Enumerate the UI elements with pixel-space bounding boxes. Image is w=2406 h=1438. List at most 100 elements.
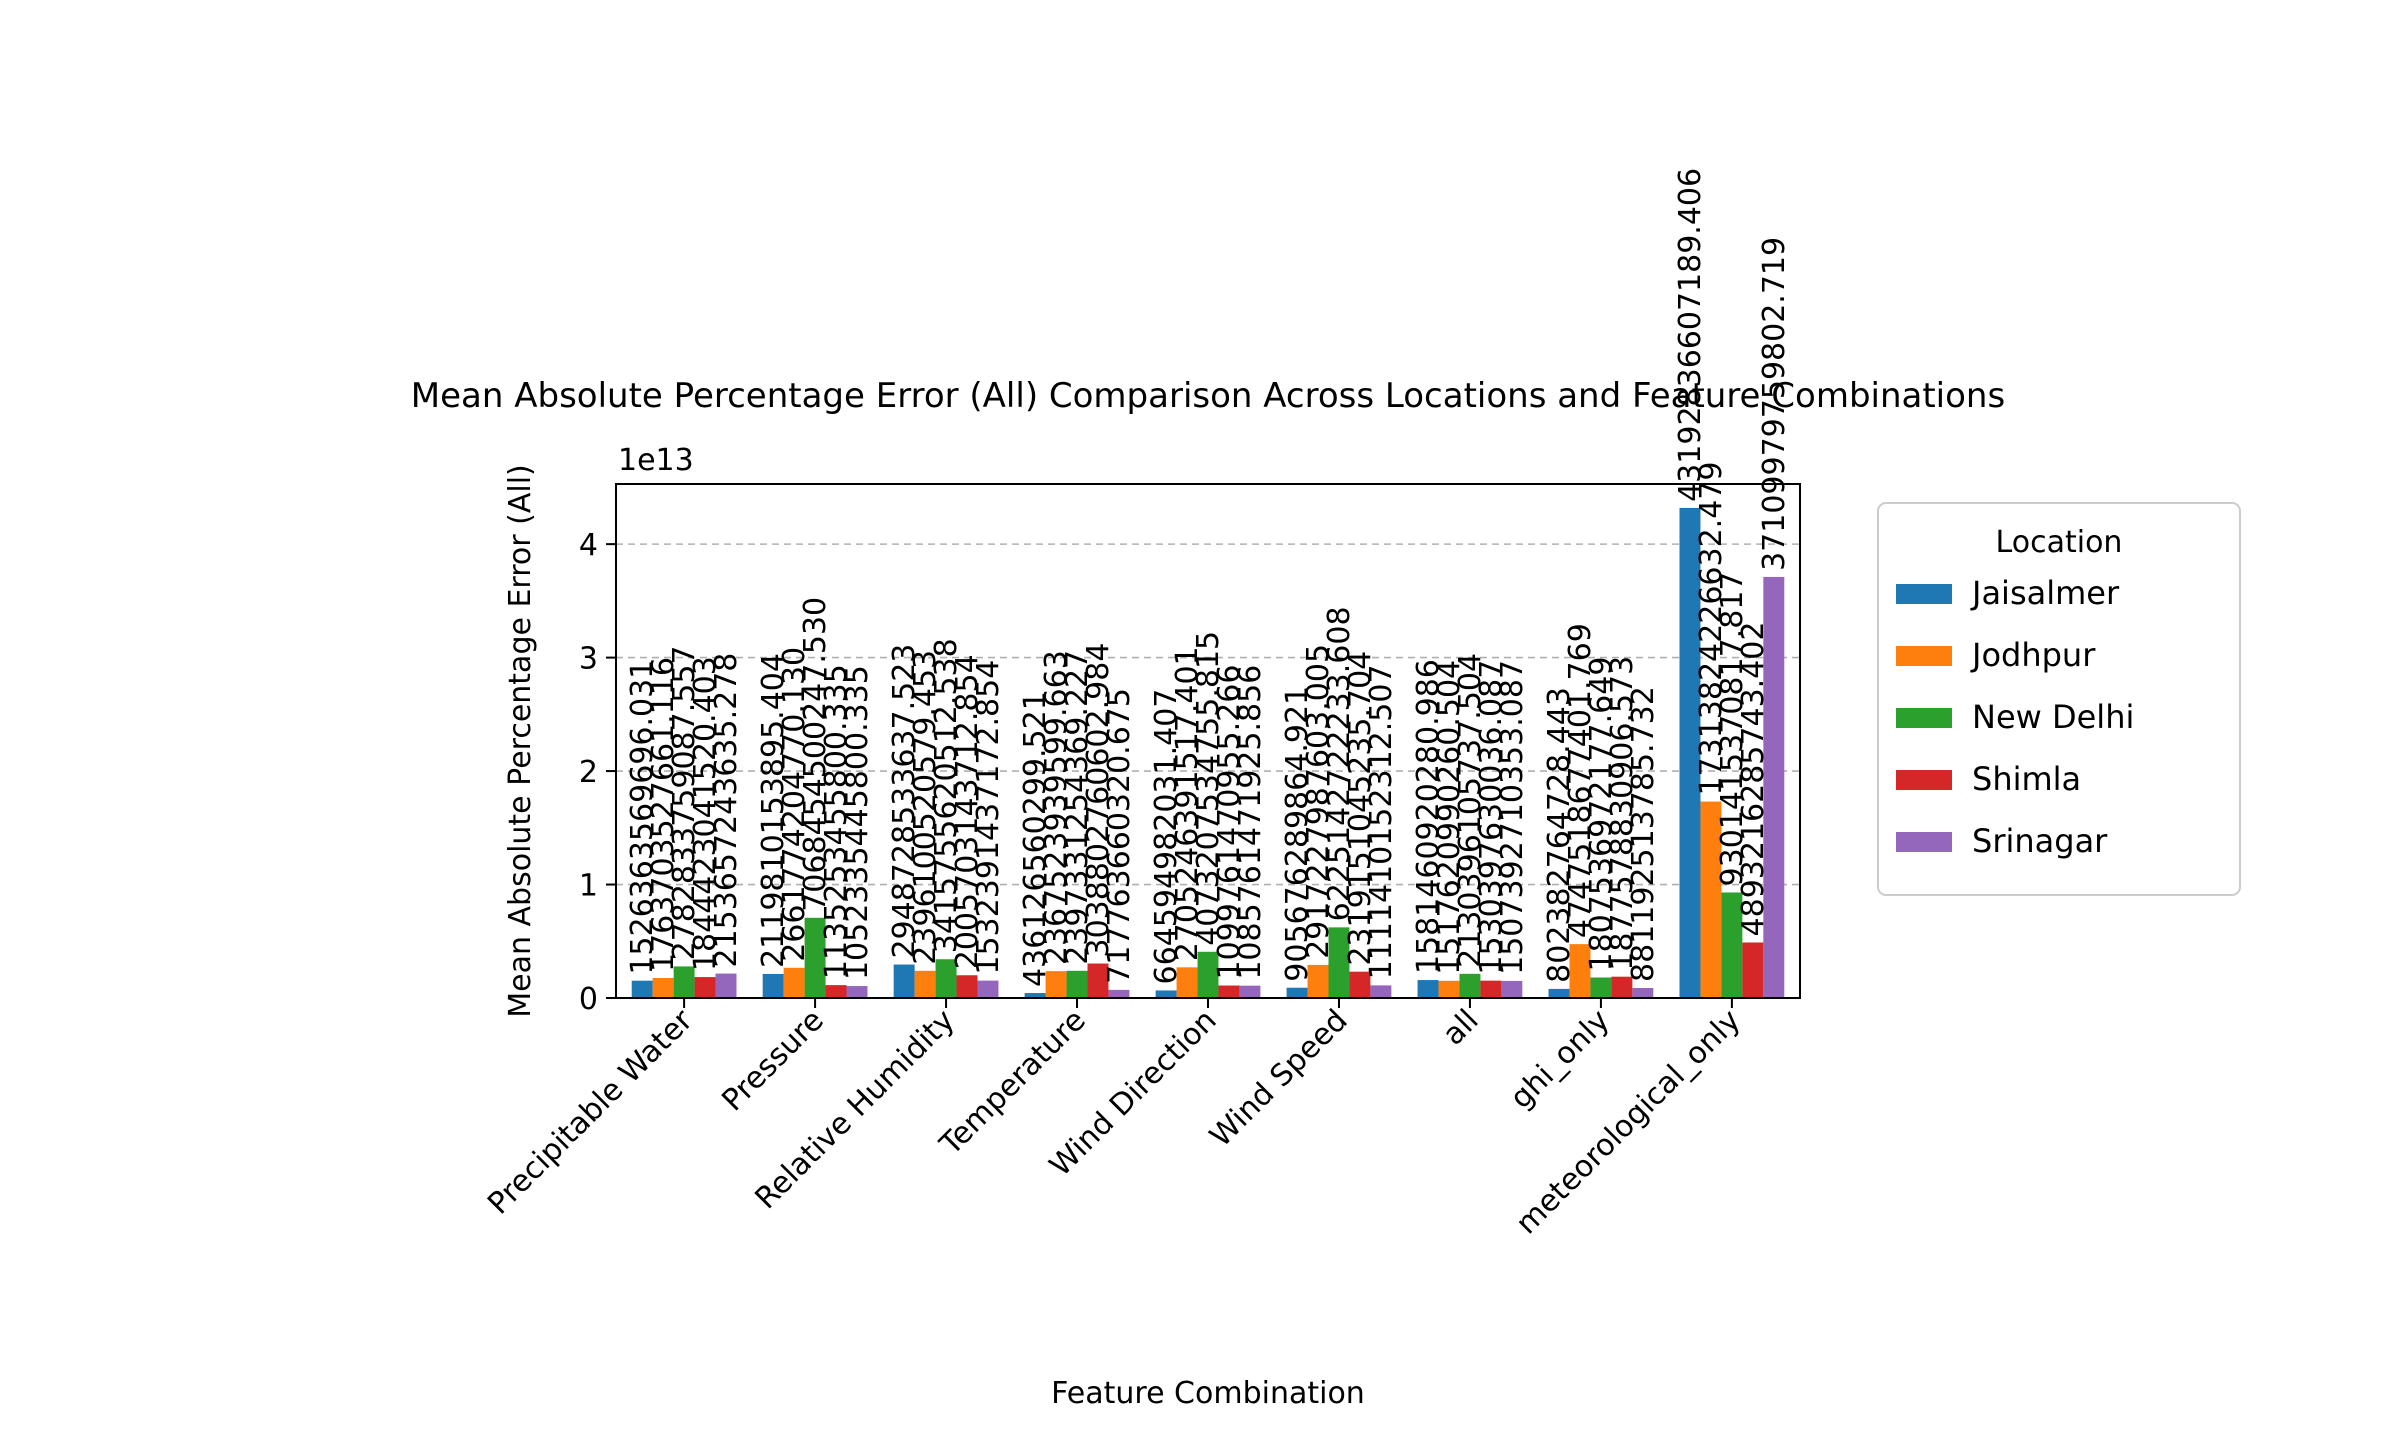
bar-shimla-ghi-only: [1611, 976, 1633, 998]
bar-value-label: 2367523939599.663: [1039, 650, 1074, 965]
bar-value-label: 17313824226632.479: [1694, 462, 1729, 796]
legend-label-srinagar: Srinagar: [1972, 822, 2108, 860]
bar-jaisalmer-pressure: [762, 973, 784, 998]
bar-value-label: 1111410152312.507: [1364, 664, 1399, 979]
bar-value-label: 664594982031.407: [1149, 689, 1184, 985]
bar-value-label: 2948728533637.523: [887, 644, 922, 959]
bar-value-label: 2005703143712.854: [950, 654, 985, 969]
bar-value-label: 1052335445800.335: [840, 665, 875, 980]
legend-title: Location: [1996, 525, 2123, 560]
bar-value-label: 9301415370817.817: [1715, 572, 1750, 887]
bar-value-label: 37109979759802.719: [1757, 237, 1792, 571]
bar-jodhpur-ghi-only: [1569, 944, 1591, 998]
bar-value-label: 2397331254369.227: [1060, 650, 1095, 965]
bar-value-label: 1581460920280.986: [1411, 659, 1446, 974]
bar-shimla-wind-direction: [1218, 985, 1240, 998]
y-axis: 0 1 2 3 4: [579, 528, 616, 1017]
bar-srinagar-precipitable-water: [715, 973, 737, 998]
bar-new-delhi-precipitable-water: [673, 966, 695, 998]
bar-value-label: 1844423041520.403: [688, 656, 723, 971]
bar-new-delhi-ghi-only: [1590, 977, 1612, 998]
bar-value-label: 3038802760602.984: [1081, 643, 1116, 958]
y-offset-label: 1e13: [618, 443, 694, 478]
bar-value-label: 4073207534755.815: [1191, 631, 1226, 946]
bar-shimla-precipitable-water: [694, 977, 716, 998]
bar-srinagar-relative-humidity: [977, 980, 999, 998]
bar-shimla-wind-speed: [1349, 971, 1371, 998]
y-tick-label: 3: [579, 642, 598, 677]
chart-title: Mean Absolute Percentage Error (All) Com…: [411, 376, 2005, 416]
bar-jodhpur-temperature: [1045, 971, 1067, 998]
bar-value-label: 1530397630036.087: [1474, 660, 1509, 975]
y-tick-label: 0: [579, 982, 598, 1017]
bar-value-label: 905676289864.921: [1280, 686, 1315, 982]
bar-jodhpur-precipitable-water: [652, 977, 674, 998]
bar-jodhpur-meteorological-only: [1700, 801, 1722, 998]
bar-value-label: 2782833759087.557: [667, 645, 702, 960]
bar-jaisalmer-temperature: [1024, 993, 1046, 998]
bar-srinagar-all: [1501, 980, 1523, 998]
bar-value-label: 1526363569696.031: [625, 660, 660, 975]
legend: Location Jaisalmer Jodhpur New Delhi Shimla…: [1877, 502, 2241, 896]
bar-value-label: 1135253455800.335: [819, 664, 854, 979]
bar-new-delhi-wind-speed: [1328, 927, 1350, 998]
bar-jaisalmer-ghi-only: [1548, 988, 1570, 998]
bar-value-label: 881192513785.732: [1626, 686, 1661, 982]
bar-value-label: 1085761471925.856: [1233, 665, 1268, 980]
bar-value-label: 2153657243635.278: [709, 653, 744, 968]
bar-jodhpur-all: [1438, 980, 1460, 998]
bar-value-label: 1517620990260.504: [1432, 660, 1467, 975]
bar-jodhpur-wind-speed: [1307, 964, 1329, 998]
bar-srinagar-pressure: [846, 986, 868, 998]
bar-value-label: 2661774204770.130: [777, 647, 812, 962]
bar-value-label: 4747518677401.769: [1563, 623, 1598, 938]
legend-label-jaisalmer: Jaisalmer: [1970, 574, 2120, 612]
bars: [631, 507, 1785, 998]
bar-value-label: 4893216285743.402: [1736, 622, 1771, 937]
bar-jaisalmer-wind-speed: [1286, 987, 1308, 998]
bar-value-label: 1532391437172.854: [971, 660, 1006, 975]
bar-value-label: 1763703527661.116: [646, 657, 681, 972]
bar-value-label: 1507392710353.087: [1495, 660, 1530, 975]
bar-srinagar-meteorological-only: [1763, 576, 1785, 998]
bar-value-label: 2319151045235.704: [1343, 651, 1378, 966]
bar-jaisalmer-precipitable-water: [631, 980, 653, 998]
bar-value-label: 2917227987603.005: [1301, 644, 1336, 959]
bar-new-delhi-wind-direction: [1197, 951, 1219, 998]
bar-value-label: 2130396105737.504: [1453, 653, 1488, 968]
y-tick-label: 1: [579, 869, 598, 904]
bar-jodhpur-pressure: [783, 967, 805, 998]
legend-swatch-new-delhi: [1896, 708, 1952, 728]
bar-value-label: 3415755620512.538: [929, 638, 964, 953]
bar-srinagar-wind-speed: [1370, 985, 1392, 998]
legend-label-shimla: Shimla: [1972, 760, 2081, 798]
x-axis-title: Feature Combination: [1051, 1376, 1365, 1411]
bar-new-delhi-temperature: [1066, 970, 1088, 998]
bar-srinagar-ghi-only: [1632, 988, 1654, 998]
bar-jodhpur-relative-humidity: [914, 970, 936, 998]
bar-value-label: 436126560299.521: [1018, 691, 1053, 987]
bar-new-delhi-pressure: [804, 917, 826, 998]
bar-jaisalmer-relative-humidity: [893, 964, 915, 998]
y-axis-title: Mean Absolute Percentage Error (All): [503, 464, 538, 1018]
legend-label-new-delhi: New Delhi: [1972, 698, 2134, 736]
bar-jaisalmer-wind-direction: [1155, 990, 1177, 998]
bar-value-label: 7068454500247.530: [798, 597, 833, 912]
bar-shimla-relative-humidity: [956, 975, 978, 998]
bar-value-label: 2119810153895.404: [756, 653, 791, 968]
bar-value-label: 717763660320.675: [1102, 688, 1137, 984]
bar-value-label: 6225142722233.608: [1322, 606, 1357, 921]
bar-shimla-pressure: [825, 985, 847, 998]
bar-jaisalmer-meteorological-only: [1679, 507, 1701, 998]
bar-value-label: 1807536972177.649: [1584, 657, 1619, 972]
bar-value-label: 43192836607189.406: [1673, 168, 1708, 502]
legend-swatch-shimla: [1896, 770, 1952, 790]
bar-value-label: 2396100520579.453: [908, 650, 943, 965]
bar-value-label: 2705246391517.401: [1170, 646, 1205, 961]
bar-new-delhi-relative-humidity: [935, 959, 957, 998]
bar-value-label: 1877578830906.573: [1605, 656, 1640, 971]
legend-swatch-jodhpur: [1896, 646, 1952, 666]
bar-shimla-temperature: [1087, 963, 1109, 998]
legend-swatch-jaisalmer: [1896, 584, 1952, 604]
